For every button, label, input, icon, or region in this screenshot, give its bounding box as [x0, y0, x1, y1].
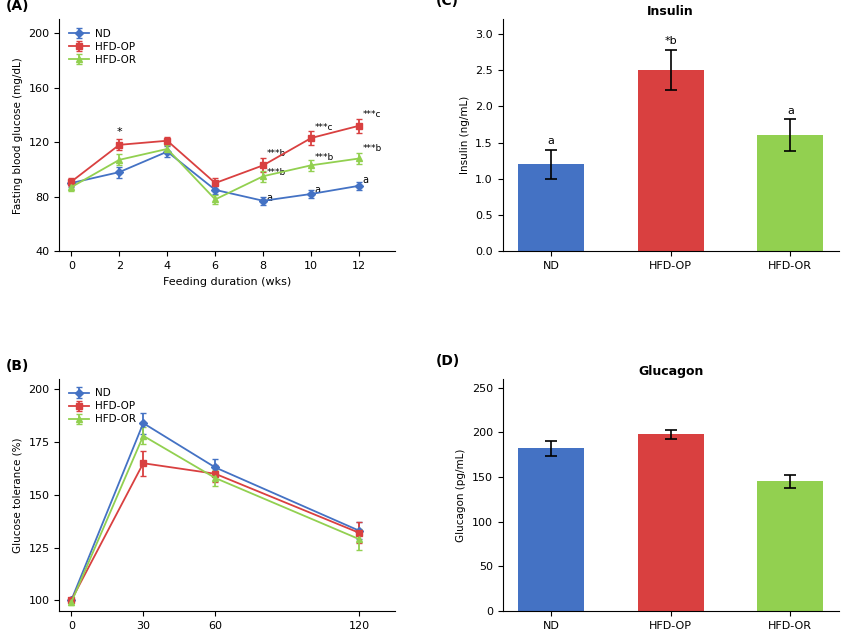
- Text: *: *: [116, 127, 122, 137]
- X-axis label: Feeding duration (wks): Feeding duration (wks): [163, 276, 291, 287]
- Title: Glucagon: Glucagon: [638, 365, 703, 377]
- Text: ***c: ***c: [363, 111, 381, 120]
- Text: (B): (B): [6, 359, 29, 372]
- Text: ***b: ***b: [267, 149, 286, 158]
- Text: a: a: [787, 105, 794, 116]
- Bar: [638, 70, 704, 251]
- Text: (C): (C): [435, 0, 458, 8]
- Bar: [757, 482, 823, 611]
- Text: ***b: ***b: [315, 152, 334, 161]
- Legend: ND, HFD-OP, HFD-OR: ND, HFD-OP, HFD-OR: [64, 24, 140, 69]
- Legend: ND, HFD-OP, HFD-OR: ND, HFD-OP, HFD-OR: [64, 384, 140, 429]
- Text: ***c: ***c: [315, 123, 334, 132]
- Text: a: a: [315, 185, 321, 195]
- Text: (D): (D): [435, 354, 460, 368]
- Bar: [518, 448, 584, 611]
- Bar: [518, 164, 584, 251]
- Title: Insulin: Insulin: [647, 5, 694, 18]
- Y-axis label: Glucagon (pg/mL): Glucagon (pg/mL): [457, 448, 466, 541]
- Y-axis label: Insulin (ng/mL): Insulin (ng/mL): [460, 96, 469, 174]
- Y-axis label: Fasting blood glucose (mg/dL): Fasting blood glucose (mg/dL): [13, 57, 23, 213]
- Text: a: a: [267, 193, 273, 203]
- Bar: [757, 135, 823, 251]
- Text: ***b: ***b: [267, 168, 286, 177]
- Text: (A): (A): [6, 0, 29, 13]
- Bar: [638, 434, 704, 611]
- Text: ***b: ***b: [363, 145, 382, 154]
- Text: a: a: [547, 136, 554, 146]
- Text: a: a: [363, 176, 368, 185]
- Y-axis label: Glucose tolerance (%): Glucose tolerance (%): [13, 437, 23, 552]
- Text: *b: *b: [664, 36, 677, 46]
